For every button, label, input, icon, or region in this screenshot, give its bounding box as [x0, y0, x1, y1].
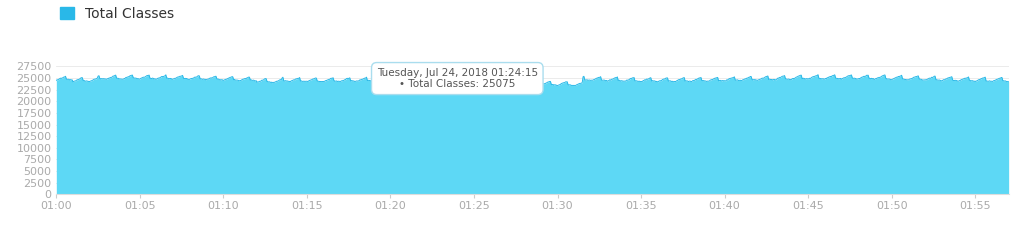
Text: Tuesday, Jul 24, 2018 01:24:15
• Total Classes: 25075: Tuesday, Jul 24, 2018 01:24:15 • Total C… — [377, 68, 538, 89]
Legend: Total Classes: Total Classes — [60, 7, 174, 21]
